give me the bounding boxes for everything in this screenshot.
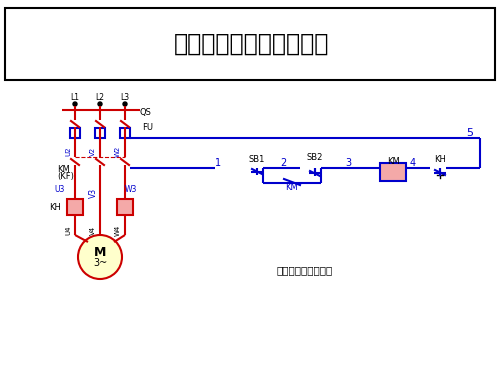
Text: SB1: SB1 <box>249 154 265 164</box>
Bar <box>117 199 133 215</box>
Text: QS: QS <box>139 108 151 117</box>
Text: KH: KH <box>49 202 61 211</box>
Circle shape <box>73 102 77 106</box>
Text: KM: KM <box>57 165 70 174</box>
Text: FU: FU <box>142 123 154 132</box>
Text: (KF): (KF) <box>57 172 74 182</box>
Text: L1: L1 <box>70 93 80 102</box>
Bar <box>95 128 105 138</box>
Text: L2: L2 <box>96 93 104 102</box>
Bar <box>120 128 130 138</box>
Text: U3: U3 <box>55 186 65 195</box>
Text: W3: W3 <box>125 186 137 195</box>
Text: 3: 3 <box>345 158 351 168</box>
Text: 1: 1 <box>215 158 221 168</box>
Text: 一、电动机自锁控制线路: 一、电动机自锁控制线路 <box>174 32 330 56</box>
Text: V2: V2 <box>90 147 96 156</box>
Circle shape <box>123 102 127 106</box>
Bar <box>70 128 80 138</box>
Bar <box>5 8 495 80</box>
Text: V3: V3 <box>88 188 98 198</box>
Text: 2: 2 <box>280 158 286 168</box>
Text: 电动机自锁控制线路: 电动机自锁控制线路 <box>277 265 333 275</box>
Text: U2: U2 <box>65 146 71 156</box>
Text: W2: W2 <box>115 146 121 157</box>
Circle shape <box>78 235 122 279</box>
Text: M: M <box>94 246 106 259</box>
Text: L3: L3 <box>120 93 130 102</box>
Text: SB2: SB2 <box>307 153 323 162</box>
Bar <box>380 163 406 181</box>
Text: KM: KM <box>386 156 400 165</box>
Text: 5: 5 <box>466 128 473 138</box>
Text: 3~: 3~ <box>93 258 107 268</box>
Text: U4: U4 <box>65 225 71 235</box>
Bar <box>67 199 83 215</box>
Text: KM: KM <box>286 183 298 192</box>
Text: KH: KH <box>434 154 446 164</box>
Text: V4: V4 <box>90 225 96 235</box>
Circle shape <box>98 102 102 106</box>
Text: 4: 4 <box>410 158 416 168</box>
Text: W4: W4 <box>115 224 121 236</box>
